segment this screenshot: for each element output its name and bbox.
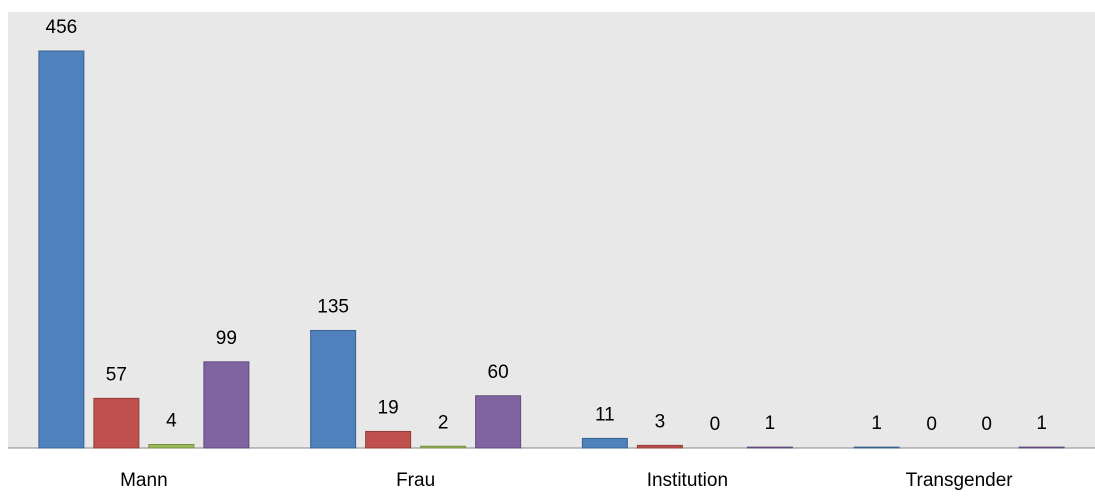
data-label: 0: [981, 414, 992, 435]
bar: [1018, 446, 1065, 449]
data-label: 0: [926, 414, 937, 435]
data-label: 1: [1036, 413, 1047, 434]
plot-area: [8, 12, 1095, 448]
data-label: 3: [655, 411, 666, 432]
bar: [420, 445, 467, 449]
data-label: 0: [710, 414, 721, 435]
data-label: 2: [438, 412, 449, 433]
data-label: 456: [46, 17, 78, 38]
data-label: 57: [106, 364, 127, 385]
bar: [310, 329, 357, 449]
data-label: 4: [166, 411, 177, 432]
data-label: 1: [765, 413, 776, 434]
data-label: 99: [216, 328, 237, 349]
bar: [365, 430, 412, 449]
data-label: 19: [378, 397, 399, 418]
data-label: 1: [871, 413, 882, 434]
x-tick-label: Mann: [120, 470, 168, 491]
bar: [148, 444, 195, 449]
bar: [93, 397, 140, 449]
bar: [581, 437, 628, 449]
bar: [475, 395, 522, 449]
bar: [853, 446, 900, 449]
bar: [746, 446, 793, 449]
bar: [38, 50, 85, 449]
x-tick-label: Frau: [396, 470, 435, 491]
data-label: 135: [317, 296, 349, 317]
bar: [636, 444, 683, 449]
data-label: 60: [488, 362, 509, 383]
data-label: 11: [595, 404, 615, 425]
x-tick-label: Institution: [647, 470, 728, 491]
x-tick-label: Transgender: [906, 470, 1014, 491]
bar: [203, 361, 250, 449]
